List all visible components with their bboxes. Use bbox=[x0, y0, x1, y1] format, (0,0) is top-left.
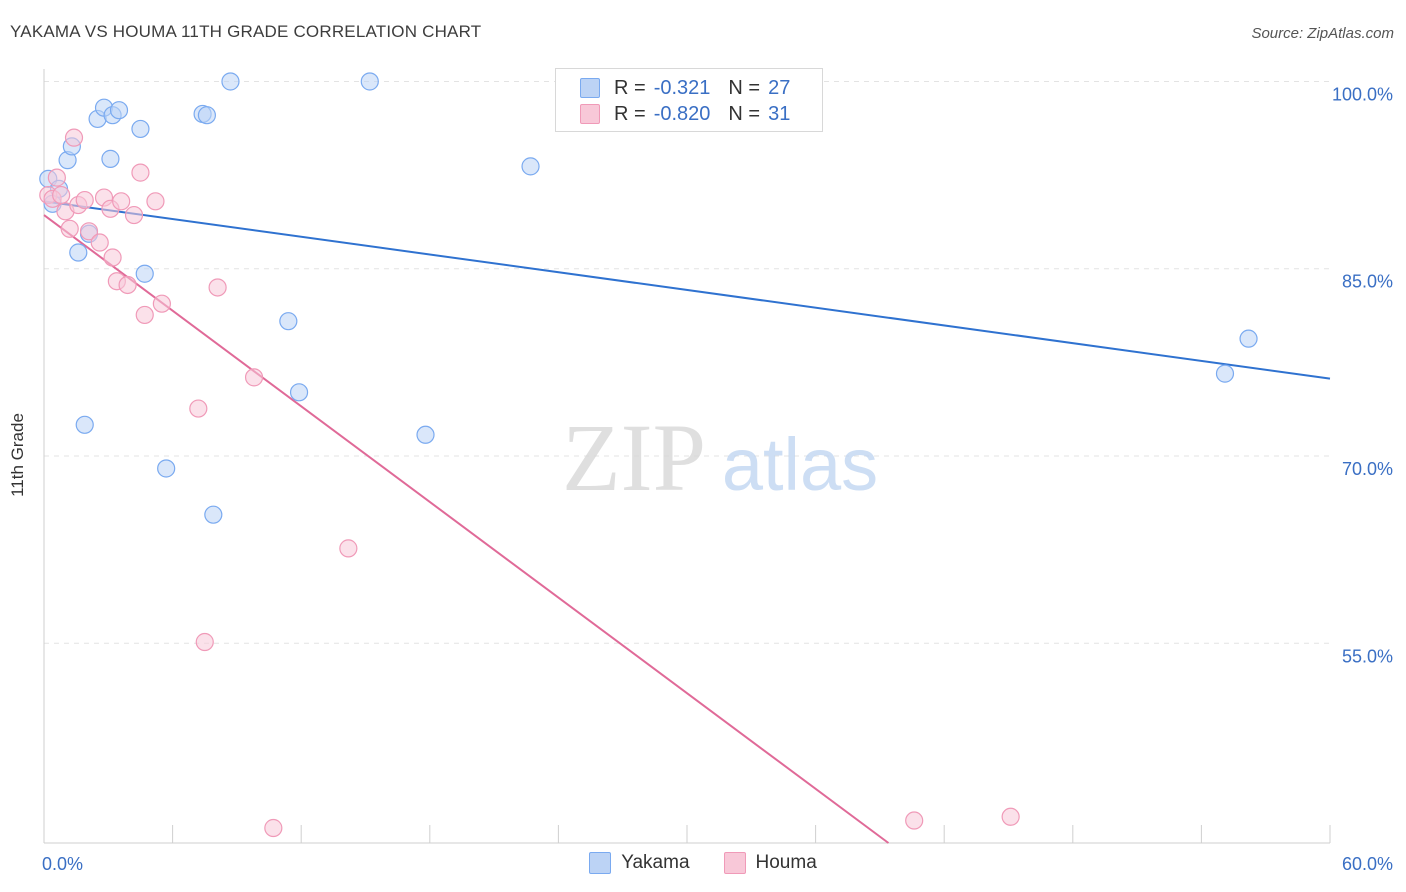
yakama-r-value: -0.321 bbox=[653, 76, 711, 99]
yakama-point bbox=[131, 119, 150, 139]
yakama-point bbox=[360, 72, 379, 91]
yakama-point bbox=[1239, 329, 1258, 348]
tick-labels: 100.0% 85.0% 70.0% 55.0% 0.0% 60.0% bbox=[42, 84, 1393, 874]
y-axis-label: 11th Grade bbox=[8, 413, 27, 497]
houma-point bbox=[118, 275, 137, 295]
y-tick-label: 55.0% bbox=[1342, 646, 1393, 666]
houma-point bbox=[131, 163, 150, 182]
yakama-point bbox=[279, 312, 298, 331]
x-tick-label: 0.0% bbox=[42, 854, 83, 874]
houma-point bbox=[905, 811, 924, 830]
yakama-point bbox=[289, 383, 309, 402]
houma-point bbox=[152, 294, 171, 313]
houma-legend-swatch bbox=[723, 852, 746, 874]
yakama-point bbox=[101, 149, 120, 168]
houma-point bbox=[1001, 807, 1020, 826]
source-label: Source: ZipAtlas.com bbox=[1251, 25, 1394, 42]
y-tick-label: 100.0% bbox=[1332, 84, 1393, 104]
houma-point bbox=[112, 192, 131, 211]
gridlines bbox=[44, 80, 1330, 644]
yakama-point bbox=[135, 264, 154, 283]
watermark: ZIP atlas bbox=[562, 404, 878, 511]
yakama-trend-line bbox=[43, 200, 1331, 380]
yakama-point bbox=[416, 425, 435, 444]
legend-row-houma: R = -0.820 N = 31 bbox=[580, 102, 808, 126]
houma-r-value: -0.820 bbox=[653, 102, 711, 125]
houma-point bbox=[60, 219, 79, 238]
yakama-point bbox=[221, 72, 240, 91]
yakama-r-label: R = bbox=[614, 76, 646, 99]
yakama-point bbox=[204, 505, 223, 524]
houma-legend-label: Houma bbox=[755, 852, 817, 873]
houma-point bbox=[195, 632, 214, 652]
houma-point bbox=[339, 539, 358, 558]
yakama-swatch bbox=[580, 78, 600, 98]
legend-item-yakama[interactable]: Yakama bbox=[589, 852, 690, 874]
yakama-point bbox=[197, 106, 216, 125]
houma-point bbox=[75, 190, 94, 210]
houma-point bbox=[52, 185, 71, 205]
houma-point bbox=[264, 818, 283, 838]
yakama-point bbox=[157, 459, 176, 478]
houma-point bbox=[244, 368, 264, 387]
watermark-atlas: atlas bbox=[722, 423, 878, 506]
houma-point bbox=[135, 305, 154, 325]
y-tick-label: 85.0% bbox=[1342, 272, 1393, 292]
legend-item-houma[interactable]: Houma bbox=[723, 852, 817, 874]
data-points bbox=[39, 72, 1258, 838]
houma-point bbox=[79, 222, 99, 241]
houma-n-label: N = bbox=[728, 102, 761, 125]
x-tick-label: 60.0% bbox=[1342, 854, 1393, 874]
series-legend: Yakama Houma bbox=[0, 852, 1406, 874]
yakama-point bbox=[75, 415, 94, 434]
houma-point bbox=[103, 248, 122, 267]
watermark-zip: ZIP bbox=[562, 404, 706, 511]
legend-row-yakama: R = -0.321 N = 27 bbox=[580, 76, 808, 100]
houma-point bbox=[47, 168, 66, 187]
houma-point bbox=[64, 128, 84, 147]
yakama-legend-swatch bbox=[589, 852, 612, 874]
yakama-point bbox=[1215, 364, 1235, 383]
houma-point bbox=[189, 399, 208, 418]
y-tick-label: 70.0% bbox=[1342, 459, 1393, 479]
houma-point bbox=[90, 233, 109, 252]
houma-swatch bbox=[580, 104, 600, 124]
stats-legend: R = -0.321 N = 27 R = -0.820 N = 31 bbox=[555, 68, 823, 132]
houma-r-label: R = bbox=[614, 102, 646, 125]
yakama-point bbox=[69, 243, 88, 262]
houma-point bbox=[146, 192, 165, 211]
houma-point bbox=[124, 205, 144, 225]
yakama-n-value: 27 bbox=[768, 76, 791, 99]
yakama-point bbox=[521, 157, 540, 176]
trend-lines bbox=[43, 200, 1331, 844]
yakama-point bbox=[109, 101, 129, 120]
yakama-legend-label: Yakama bbox=[621, 852, 690, 873]
axes bbox=[43, 69, 1331, 844]
houma-point bbox=[208, 278, 227, 297]
chart-title: YAKAMA VS HOUMA 11TH GRADE CORRELATION C… bbox=[10, 22, 482, 41]
yakama-n-label: N = bbox=[728, 76, 761, 99]
houma-n-value: 31 bbox=[768, 102, 791, 125]
houma-trend-line bbox=[43, 214, 890, 844]
